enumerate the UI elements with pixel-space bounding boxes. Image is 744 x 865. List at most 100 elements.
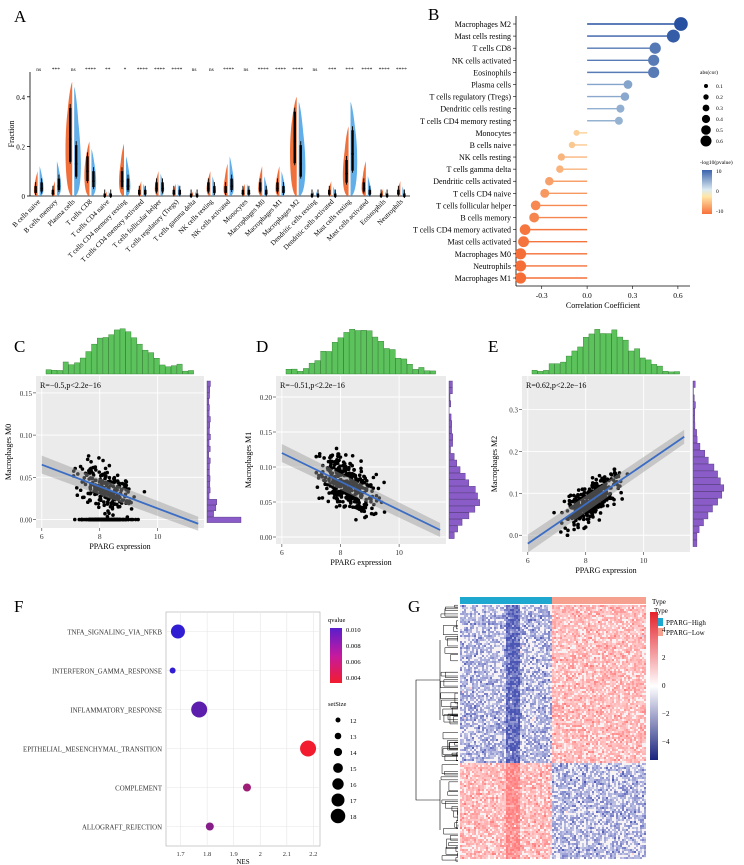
heatmap-cell [488,605,490,607]
heatmap-cell [466,613,468,615]
heatmap-cell [492,647,494,649]
heatmap-cell [460,795,462,797]
heatmap-cell [462,855,464,857]
heatmap-cell [512,841,514,843]
heatmap-cell [518,629,520,631]
heatmap-cell [468,803,470,805]
heatmap-cell [476,781,478,783]
heatmap-cell [496,695,498,697]
heatmap-cell [482,695,484,697]
heatmap-cell [506,791,508,793]
heatmap-cell [506,649,508,651]
y-tick-label: 0 [22,193,26,201]
heatmap-cell [472,737,474,739]
heatmap-cell [472,691,474,693]
heatmap-cell [520,827,522,829]
heatmap-cell [474,795,476,797]
heatmap-cell [494,827,496,829]
heatmap-cell [502,699,504,701]
x-marginal-bar [389,349,396,375]
scatter-point [73,517,77,522]
heatmap-cell [508,749,510,751]
x-marginal-bar [159,364,166,375]
heatmap-cell [480,773,482,775]
heatmap-cell [512,799,514,801]
heatmap-cell [480,671,482,673]
heatmap-cell [520,789,522,791]
heatmap-cell [522,715,524,717]
lollipop-dot [518,236,530,248]
heatmap-cell [474,639,476,641]
heatmap-cell [490,755,492,757]
heatmap-cell [492,657,494,659]
heatmap-cell [490,699,492,701]
scatter-point [325,486,329,491]
heatmap-cell [466,759,468,761]
heatmap-cell [520,811,522,813]
heatmap-cell [510,789,512,791]
gsea-dot [205,822,214,831]
heatmap-cell [486,773,488,775]
heatmap-cell [524,757,526,759]
heatmap-cell [514,843,516,845]
heatmap-cell [512,655,514,657]
heatmap-cell [468,709,470,711]
heatmap-cell [486,687,488,689]
heatmap-cell [502,617,504,619]
heatmap-cell [524,687,526,689]
heatmap-cell [480,663,482,665]
heatmap-cell [504,761,506,763]
median-point [137,192,141,195]
heatmap-cell [472,687,474,689]
heatmap-cell [508,663,510,665]
x-tick-label: 0.3 [628,291,638,300]
heatmap-cell [490,731,492,733]
heatmap-cell [466,689,468,691]
heatmap-cell [514,717,516,719]
heatmap-cell [492,785,494,787]
heatmap-cell [514,761,516,763]
heatmap-cell [514,735,516,737]
heatmap-cell [512,813,514,815]
heatmap-cell [488,737,490,739]
heatmap-cell [460,727,462,729]
heatmap-cell [490,613,492,615]
heatmap-cell [506,657,508,659]
heatmap-cell [504,785,506,787]
heatmap-cell [504,625,506,627]
heatmap-cell [500,827,502,829]
heatmap-cell [494,853,496,855]
heatmap-cell [496,831,498,833]
heatmap-cell [468,821,470,823]
heatmap-cell [476,661,478,663]
heatmap-cell [510,687,512,689]
heatmap-cell [486,635,488,637]
heatmap-cell [494,635,496,637]
heatmap-cell [488,659,490,661]
legend-setsize-dot [335,717,341,723]
legend-colorbar [702,170,712,214]
heatmap-cell [518,817,520,819]
heatmap-cell [510,855,512,857]
x-marginal-bar [182,370,189,375]
lollipop-dot [648,54,660,66]
heatmap-cell [480,699,482,701]
heatmap-cell [474,817,476,819]
heatmap-cell [470,631,472,633]
heatmap-cell [506,659,508,661]
heatmap-cell [490,749,492,751]
heatmap-cell [524,855,526,857]
heatmap-cell [484,627,486,629]
scatter-point [594,483,599,488]
heatmap-cell [466,821,468,823]
heatmap-cell [504,719,506,721]
heatmap-cell [524,703,526,705]
heatmap-cell [460,777,462,779]
heatmap-cell [474,619,476,621]
heatmap-cell [516,839,518,841]
heatmap-cell [512,685,514,687]
y-tick-label: T cells CD8 [472,44,511,53]
heatmap-cell [492,621,494,623]
heatmap-cell [492,831,494,833]
heatmap-cell [474,855,476,857]
